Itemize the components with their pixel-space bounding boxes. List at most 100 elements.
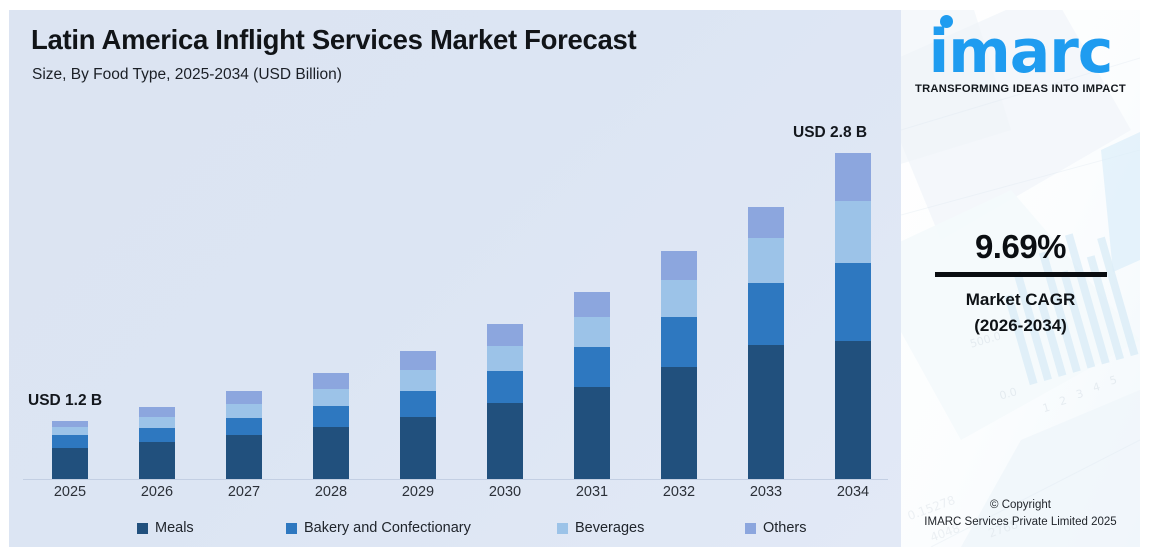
bar-segment-meals — [574, 387, 610, 479]
svg-text:2: 2 — [1058, 394, 1068, 408]
x-axis-label-2030: 2030 — [488, 484, 522, 500]
bar-segment-bakery — [487, 371, 523, 403]
svg-text:1: 1 — [1041, 401, 1051, 415]
chart-legend: Meals Bakery and Confectionary Beverages Ot… — [9, 520, 901, 546]
svg-text:5: 5 — [1108, 373, 1118, 387]
x-axis-labels: 2025 2026 2027 2028 2029 2030 2031 2032 2033 2034 — [9, 484, 901, 510]
bar-segment-beverages — [748, 238, 784, 283]
bar-segment-bakery — [661, 317, 697, 367]
plot-area: USD 1.2 B USD 2.8 B — [9, 110, 901, 480]
legend-swatch-icon — [137, 522, 148, 534]
bar-2031 — [574, 292, 610, 479]
svg-text:0.0: 0.0 — [998, 385, 1018, 402]
bar-segment-bakery — [52, 435, 88, 448]
imarc-logo: imarc TRANSFORMING IDEAS INTO IMPACT — [901, 15, 1140, 95]
x-axis-label-2034: 2034 — [836, 484, 870, 500]
bar-segment-others — [574, 292, 610, 317]
brand-panel: 500.0 0.0 1 2 3 4 5 0.15278 4048 2768 — [901, 10, 1140, 547]
bar-segment-meals — [226, 435, 262, 479]
imarc-tagline: TRANSFORMING IDEAS INTO IMPACT — [915, 83, 1126, 95]
x-axis-label-2025: 2025 — [53, 484, 87, 500]
bar-segment-bakery — [226, 418, 262, 435]
legend-label: Beverages — [575, 520, 645, 536]
bar-segment-beverages — [139, 417, 175, 428]
bar-2027 — [226, 391, 262, 479]
copyright-block: © Copyright IMARC Services Private Limit… — [901, 497, 1140, 532]
copyright-line-2: IMARC Services Private Limited 2025 — [924, 515, 1117, 528]
bar-segment-others — [313, 373, 349, 389]
bar-segment-bakery — [748, 283, 784, 345]
cagr-label: Market CAGR — [965, 290, 1076, 309]
bar-segment-beverages — [400, 370, 436, 391]
bar-segment-bakery — [139, 428, 175, 442]
legend-swatch-icon — [557, 522, 568, 534]
bar-segment-meals — [661, 367, 697, 479]
legend-swatch-icon — [286, 522, 297, 534]
bar-segment-bakery — [313, 406, 349, 427]
page-title: Latin America Inflight Services Market F… — [31, 24, 637, 55]
bar-2030 — [487, 324, 523, 479]
bar-segment-others — [226, 391, 262, 404]
x-axis-label-2028: 2028 — [314, 484, 348, 500]
bar-segment-others — [52, 421, 88, 427]
legend-label: Meals — [155, 520, 194, 536]
bar-segment-beverages — [226, 404, 262, 418]
bar-segment-beverages — [313, 389, 349, 406]
x-axis-line — [23, 479, 888, 480]
cagr-divider — [934, 272, 1107, 277]
bar-segment-bakery — [574, 347, 610, 387]
legend-item-meals[interactable]: Meals — [137, 520, 194, 536]
bar-segment-beverages — [661, 280, 697, 317]
bar-2025 — [52, 421, 88, 479]
end-value-label: USD 2.8 B — [793, 124, 868, 141]
bar-segment-beverages — [487, 346, 523, 371]
bar-segment-beverages — [835, 201, 871, 263]
bar-segment-meals — [313, 427, 349, 479]
legend-label: Bakery and Confectionary — [304, 520, 471, 536]
bar-segment-bakery — [400, 391, 436, 417]
bar-2026 — [139, 407, 175, 479]
bar-2034 — [835, 153, 871, 479]
logo-dot-icon — [939, 15, 953, 28]
bar-segment-meals — [52, 448, 88, 479]
bar-segment-meals — [400, 417, 436, 479]
bar-segment-meals — [835, 341, 871, 479]
bar-segment-others — [661, 251, 697, 280]
bar-segment-meals — [748, 345, 784, 479]
legend-item-beverages[interactable]: Beverages — [557, 520, 644, 536]
chart-subtitle: Size, By Food Type, 2025-2034 (USD Billi… — [32, 66, 342, 83]
x-axis-label-2033: 2033 — [749, 484, 783, 500]
legend-item-others[interactable]: Others — [745, 520, 807, 536]
x-axis-label-2026: 2026 — [140, 484, 174, 500]
cagr-period: (2026-2034) — [974, 316, 1067, 336]
svg-text:3: 3 — [1075, 387, 1085, 401]
imarc-wordmark: imarc — [929, 15, 1113, 82]
brand-background-texture: 500.0 0.0 1 2 3 4 5 0.15278 4048 2768 — [901, 10, 1140, 547]
legend-label: Others — [763, 520, 807, 536]
legend-swatch-icon — [745, 522, 756, 534]
x-axis-label-2027: 2027 — [227, 484, 261, 500]
copyright-line-1: © Copyright — [990, 498, 1051, 511]
chart-panel: Latin America Inflight Services Market F… — [9, 10, 901, 547]
x-axis-label-2031: 2031 — [575, 484, 609, 500]
bar-2029 — [400, 351, 436, 479]
start-value-label: USD 1.2 B — [28, 392, 103, 409]
x-axis-label-2029: 2029 — [401, 484, 435, 500]
bar-segment-others — [835, 153, 871, 201]
bar-segment-meals — [487, 403, 523, 479]
bar-segment-others — [400, 351, 436, 370]
bar-2033 — [748, 207, 784, 479]
bar-segment-others — [139, 407, 175, 417]
bar-segment-beverages — [574, 317, 610, 347]
infographic-canvas: Latin America Inflight Services Market F… — [9, 10, 1140, 547]
cagr-block: 9.69% Market CAGR (2026-2034) — [901, 228, 1140, 340]
x-axis-label-2032: 2032 — [662, 484, 696, 500]
bar-segment-others — [487, 324, 523, 346]
bar-segment-meals — [139, 442, 175, 479]
svg-text:4: 4 — [1091, 380, 1101, 394]
imarc-wordmark-text: imarc — [928, 17, 1114, 87]
bar-2032 — [661, 251, 697, 479]
legend-item-bakery-and-confectionary[interactable]: Bakery and Confectionary — [286, 520, 471, 536]
bar-segment-beverages — [52, 427, 88, 435]
